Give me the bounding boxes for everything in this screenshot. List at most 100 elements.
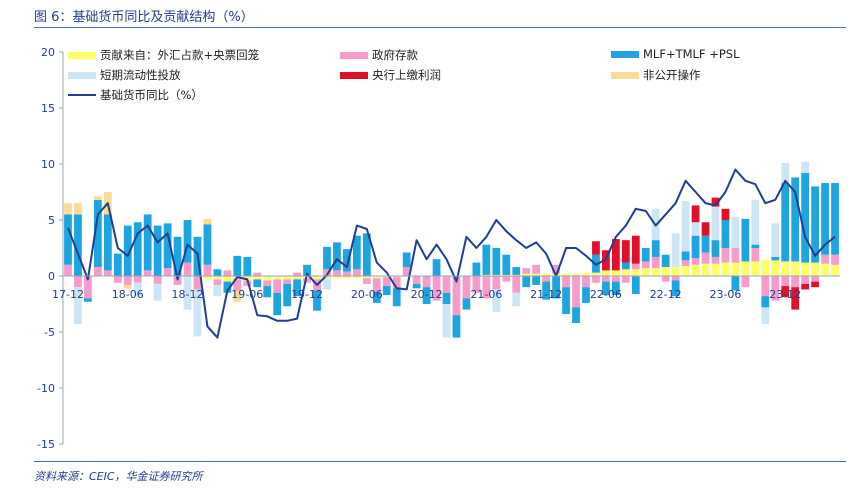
bar-segment [422,276,431,288]
bar-segment [711,263,720,276]
bar-segment [801,276,810,284]
x-tick-label: 23-06 [709,288,741,301]
bar-segment [721,248,730,263]
bar-segment [313,290,321,311]
bar-segment [691,235,700,259]
bar-segment [183,220,192,263]
bar-segment [602,281,610,296]
bar-segment [741,261,750,276]
bar-segment [791,177,800,262]
bar-segment [123,284,132,289]
bar-segment [711,197,720,207]
bar-segment [313,276,321,280]
bar-segment [592,276,600,283]
bar-segment [552,264,560,274]
legend-item: 贡献来自：外汇占款+央票回笼 [68,47,259,63]
bar-segment [343,271,351,276]
bar-segment [671,267,680,276]
bar-segment [113,276,122,283]
y-tick-label: 20 [41,46,55,59]
bar-segment [362,276,371,279]
bar-segment [621,269,630,276]
x-tick-label: 22-06 [590,288,622,301]
bar-segment [641,261,650,269]
bar-segment [273,276,282,280]
bar-segment [74,214,82,276]
bar-segment [711,240,720,257]
bar-segment [631,263,640,270]
footer-divider [34,461,846,462]
bar-segment [661,267,670,276]
bar-segment [103,214,112,271]
bar-segment [512,292,521,307]
bar-segment [432,276,441,301]
bar-segment [163,268,172,276]
bar-segment [522,276,531,288]
bar-segment [811,262,819,276]
bar-segment [223,270,232,276]
bar-segment [93,196,102,200]
y-tick-label: -5 [44,326,55,339]
bar-segment [611,276,620,282]
bar-segment [462,298,471,310]
bar-segment [691,205,700,223]
bar-segment [382,276,391,278]
bar-segment [492,274,501,276]
bar-segment [492,276,501,290]
bar-segment [721,262,730,276]
bar-segment [681,200,690,252]
bar-segment [382,286,391,296]
yoy-line [67,168,836,339]
bar-segment [273,292,282,316]
y-tick-label: -10 [37,382,55,395]
bar-segment [333,270,341,276]
bar-segment [432,259,441,276]
bar-segment [163,223,172,269]
bar-segment [462,276,471,299]
bar-segment [751,244,760,248]
bar-segment [293,279,301,297]
bar-segment [333,242,341,271]
bar-segment [552,276,560,299]
bar-segment [203,264,212,276]
legend-swatch [68,51,96,59]
bar-segment [442,276,451,293]
x-tick-label: 20-12 [411,288,443,301]
bar-segment [422,287,431,304]
bar-segment [701,252,710,264]
y-tick-label: 0 [48,270,55,283]
source-note: 资料来源：CEIC，华金证券研究所 [34,470,203,483]
bar-segment [93,199,102,268]
figure-title: 图 6：基础货币同比及贡献结构（%） [34,10,254,25]
line-series [67,168,836,339]
bar-segment [711,206,720,241]
bar-segment [821,263,829,276]
bar-segment [721,208,730,220]
bar-segment [681,260,690,266]
bar-segment [532,273,541,276]
bar-segment [731,248,740,263]
bar-segment [143,270,152,276]
bar-segment [293,272,301,276]
x-tick-label: 19-06 [231,288,263,301]
bar-segment [801,161,810,173]
bar-segment [761,276,770,297]
bar-segment [213,279,222,285]
x-tick-label: 21-06 [470,288,502,301]
bar-segment [661,254,670,268]
bar-segment [74,287,82,325]
bar-segment [791,276,800,288]
legend-item: 政府存款 [340,47,418,63]
bar-segment [671,276,680,281]
bar-segment [183,262,192,276]
bar-segment [572,276,580,308]
bar-segment [153,225,162,276]
bar-segment [731,262,740,276]
y-tick-label: 15 [41,102,55,115]
x-tick-label: 20-06 [351,288,383,301]
bar-segment [621,240,630,263]
bar-segment [821,254,829,264]
bar-segment [133,222,142,276]
bar-segment [442,304,451,338]
bar-segment [611,239,620,271]
